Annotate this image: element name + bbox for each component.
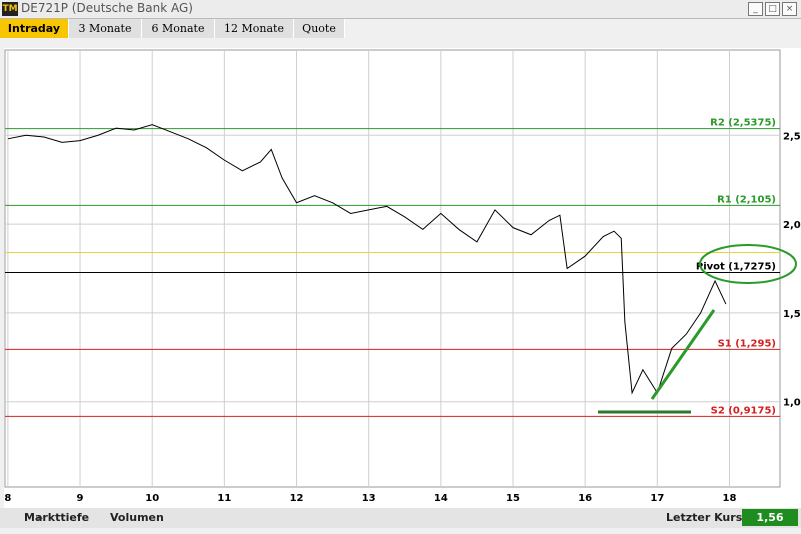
x-tick-label: 16 <box>578 493 592 504</box>
title-bar: TM DE721P (Deutsche Bank AG) _ □ × <box>0 0 801 19</box>
app-icon: TM <box>2 2 18 16</box>
x-tick-label: 8 <box>4 493 11 504</box>
y-tick-label: 2,5 <box>783 131 801 142</box>
x-tick-label: 17 <box>650 493 664 504</box>
plot-border <box>4 49 781 488</box>
annotation-ellipse <box>699 244 797 284</box>
window-title: DE721P (Deutsche Bank AG) <box>21 1 193 15</box>
chart: 8 9 10 11 12 13 14 15 16 17 18 1,0 1,5 2,0 2,5 R2 (2,53… <box>4 49 801 504</box>
x-tick-label: 13 <box>362 493 376 504</box>
level-label: R1 (2,105) <box>717 194 776 205</box>
price-line <box>7 124 727 395</box>
level-label: R2 (2,5375) <box>710 118 776 129</box>
tab-bar: Intraday 3 Monate 6 Monate 12 Monate Quote <box>0 19 801 39</box>
x-tick-label: 15 <box>506 493 520 504</box>
last-price-label: Letzter Kurs <box>666 511 743 524</box>
last-price: 1,56 <box>742 509 798 526</box>
x-tick-label: 11 <box>217 493 231 504</box>
annotation-trend <box>650 309 716 400</box>
maximize-button[interactable]: □ <box>765 2 780 16</box>
bottom-bar: ▸ Markttiefe Volumen Letzter Kurs 1,56 <box>0 508 801 528</box>
minimize-button[interactable]: _ <box>748 2 763 16</box>
tab[interactable]: 6 Monate <box>142 19 215 38</box>
level-label: Pivot (1,7275) <box>696 261 776 272</box>
volumen-button[interactable]: Volumen <box>110 511 164 524</box>
chart-area: 8 9 10 11 12 13 14 15 16 17 18 1,0 1,5 2,0 2,5 R2 (2,53… <box>4 48 801 508</box>
x-tick-label: 12 <box>290 493 304 504</box>
x-tick-label: 14 <box>434 493 448 504</box>
level-label: S1 (1,295) <box>718 338 776 349</box>
y-tick-label: 2,0 <box>783 220 801 231</box>
tab[interactable]: Intraday <box>0 19 69 38</box>
level-label: S2 (0,9175) <box>711 405 776 416</box>
tab[interactable]: 12 Monate <box>215 19 294 38</box>
tab[interactable]: Quote <box>294 19 345 38</box>
x-tick-label: 9 <box>77 493 84 504</box>
close-button[interactable]: × <box>782 2 797 16</box>
y-tick-label: 1,0 <box>783 398 801 409</box>
tab[interactable]: 3 Monate <box>69 19 142 38</box>
x-tick-label: 18 <box>723 493 737 504</box>
y-tick-label: 1,5 <box>783 309 801 320</box>
x-tick-label: 10 <box>145 493 159 504</box>
markttiefe-button[interactable]: Markttiefe <box>24 511 90 524</box>
